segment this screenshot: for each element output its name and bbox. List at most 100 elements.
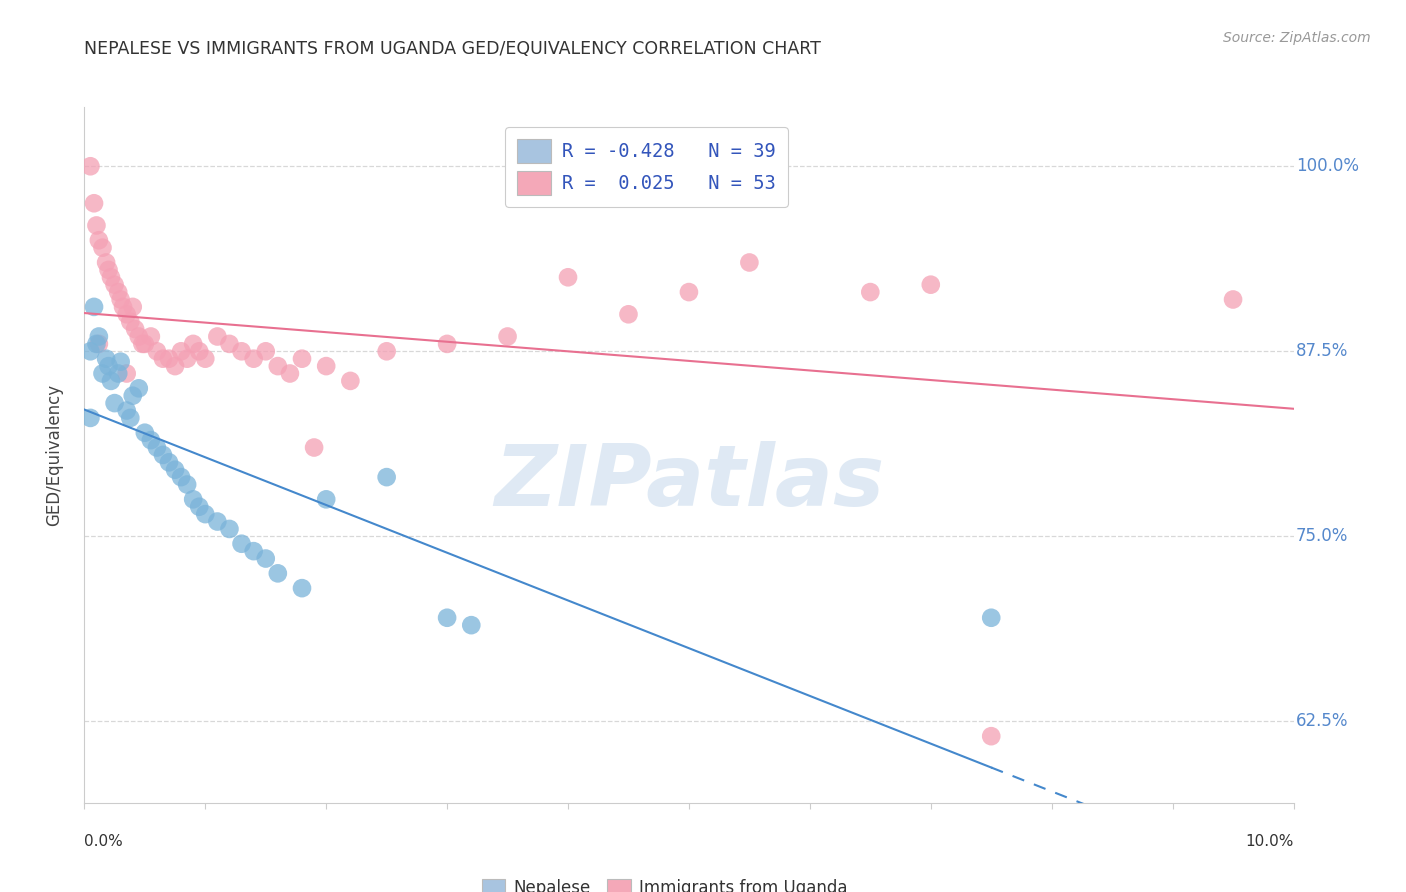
Point	[124, 322, 146, 336]
Point	[436, 611, 458, 625]
Point	[242, 351, 264, 366]
Point	[146, 344, 169, 359]
Point	[152, 351, 174, 366]
Point	[339, 374, 361, 388]
Point	[97, 359, 120, 373]
Point	[231, 537, 253, 551]
Point	[436, 337, 458, 351]
Point	[128, 381, 150, 395]
Point	[315, 492, 337, 507]
Point	[79, 344, 101, 359]
Point	[134, 425, 156, 440]
Point	[218, 337, 240, 351]
Point	[291, 581, 314, 595]
Point	[121, 300, 143, 314]
Point	[79, 411, 101, 425]
Point	[107, 367, 129, 381]
Text: 10.0%: 10.0%	[1246, 834, 1294, 849]
Point	[110, 354, 132, 368]
Text: NEPALESE VS IMMIGRANTS FROM UGANDA GED/EQUIVALENCY CORRELATION CHART: NEPALESE VS IMMIGRANTS FROM UGANDA GED/E…	[84, 40, 821, 58]
Point	[157, 455, 180, 469]
Point	[207, 515, 229, 529]
Point	[83, 196, 105, 211]
Point	[94, 255, 117, 269]
Point	[267, 566, 290, 581]
Point	[176, 477, 198, 491]
Y-axis label: GED/Equivalency: GED/Equivalency	[45, 384, 63, 526]
Point	[557, 270, 579, 285]
Point	[100, 374, 122, 388]
Point	[496, 329, 519, 343]
Point	[104, 277, 127, 292]
Text: 75.0%: 75.0%	[1296, 527, 1348, 545]
Point	[165, 359, 187, 373]
Point	[86, 219, 108, 233]
Point	[181, 492, 204, 507]
Point	[115, 367, 138, 381]
Point	[107, 285, 129, 299]
Point	[120, 411, 142, 425]
Point	[170, 470, 193, 484]
Point	[165, 463, 187, 477]
Text: 62.5%: 62.5%	[1296, 713, 1348, 731]
Point	[254, 344, 277, 359]
Point	[859, 285, 882, 299]
Point	[291, 351, 314, 366]
Point	[302, 441, 325, 455]
Point	[194, 351, 217, 366]
Point	[176, 351, 198, 366]
Point	[617, 307, 640, 321]
Point	[194, 507, 217, 521]
Point	[375, 344, 398, 359]
Point	[131, 337, 153, 351]
Point	[152, 448, 174, 462]
Point	[278, 367, 301, 381]
Point	[139, 329, 162, 343]
Point	[91, 367, 114, 381]
Point	[254, 551, 277, 566]
Point	[112, 300, 135, 314]
Point	[87, 337, 110, 351]
Point	[460, 618, 482, 632]
Point	[87, 329, 110, 343]
Point	[100, 270, 122, 285]
Point	[134, 337, 156, 351]
Point	[738, 255, 761, 269]
Text: Source: ZipAtlas.com: Source: ZipAtlas.com	[1223, 31, 1371, 45]
Point	[188, 344, 211, 359]
Point	[79, 159, 101, 173]
Point	[157, 351, 180, 366]
Point	[120, 315, 142, 329]
Point	[242, 544, 264, 558]
Text: ZIPatlas: ZIPatlas	[494, 442, 884, 524]
Point	[115, 403, 138, 417]
Point	[678, 285, 700, 299]
Point	[170, 344, 193, 359]
Point	[980, 611, 1002, 625]
Point	[94, 351, 117, 366]
Point	[920, 277, 942, 292]
Point	[128, 329, 150, 343]
Point	[218, 522, 240, 536]
Point	[97, 263, 120, 277]
Point	[86, 337, 108, 351]
Point	[375, 470, 398, 484]
Point	[91, 241, 114, 255]
Point	[121, 389, 143, 403]
Point	[267, 359, 290, 373]
Point	[207, 329, 229, 343]
Point	[83, 300, 105, 314]
Point	[87, 233, 110, 247]
Point	[188, 500, 211, 514]
Point	[181, 337, 204, 351]
Point	[146, 441, 169, 455]
Point	[980, 729, 1002, 743]
Point	[1222, 293, 1244, 307]
Text: 100.0%: 100.0%	[1296, 157, 1360, 175]
Text: 87.5%: 87.5%	[1296, 343, 1348, 360]
Point	[104, 396, 127, 410]
Legend: Nepalese, Immigrants from Uganda: Nepalese, Immigrants from Uganda	[474, 871, 856, 892]
Point	[231, 344, 253, 359]
Text: 0.0%: 0.0%	[84, 834, 124, 849]
Point	[139, 433, 162, 447]
